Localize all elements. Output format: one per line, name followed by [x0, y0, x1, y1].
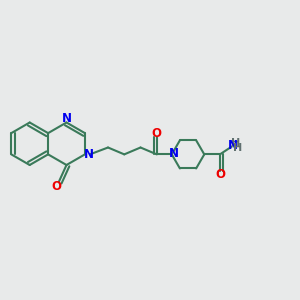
Text: N: N — [228, 139, 238, 152]
Text: O: O — [215, 168, 225, 181]
Text: H: H — [233, 143, 243, 153]
Text: N: N — [169, 147, 179, 160]
Text: O: O — [152, 127, 162, 140]
Text: N: N — [84, 148, 94, 161]
Text: O: O — [51, 180, 61, 193]
Text: N: N — [61, 112, 71, 125]
Text: H: H — [231, 138, 240, 148]
